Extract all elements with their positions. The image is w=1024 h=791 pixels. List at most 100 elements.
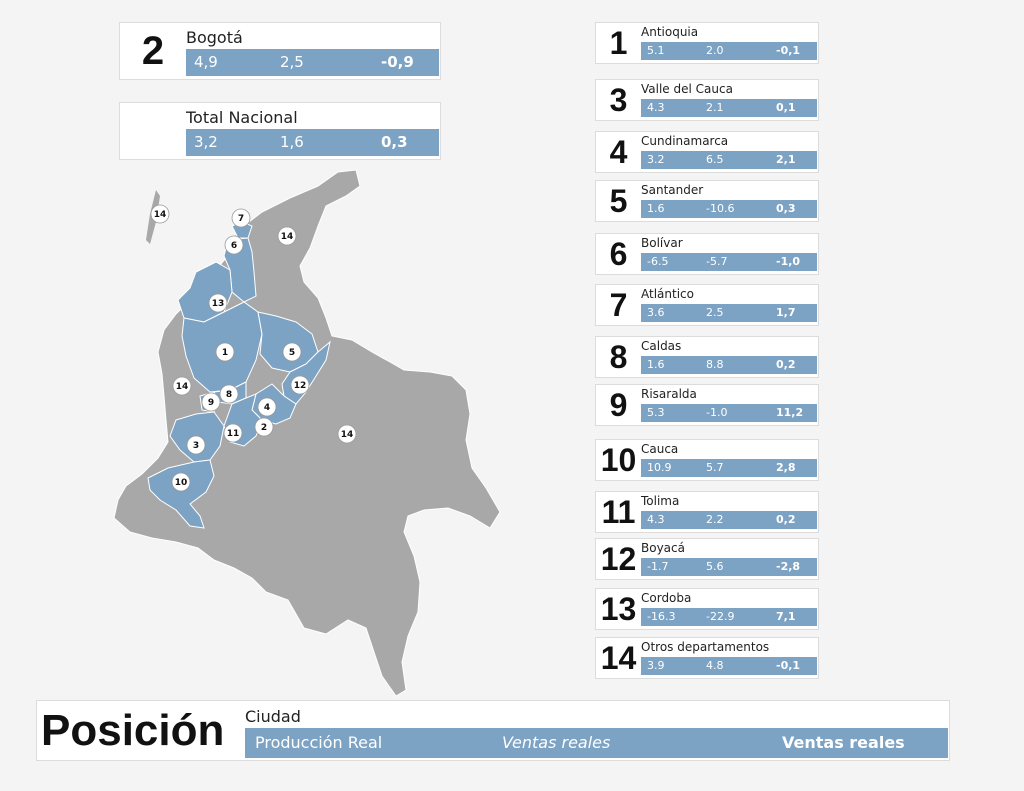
ventas-bold-value: -0,1 xyxy=(776,659,801,672)
map-marker-12: 12 xyxy=(290,375,310,395)
department-card: 5 Santander 1.6 -10.6 0,3 xyxy=(595,180,819,222)
ventas-value: 5.6 xyxy=(706,560,724,573)
produccion-value: 3.9 xyxy=(647,659,665,672)
ventas-bold-value: 0,3 xyxy=(776,202,796,215)
value-bar: 5.1 2.0 -0,1 xyxy=(641,42,817,60)
featured-card-total: Total Nacional 3,2 1,6 0,3 xyxy=(119,102,441,160)
produccion-value: 1.6 xyxy=(647,202,665,215)
value-bar: 1.6 -10.6 0,3 xyxy=(641,200,817,218)
svg-text:9: 9 xyxy=(208,398,214,408)
ventas-value: 2.1 xyxy=(706,101,724,114)
svg-text:10: 10 xyxy=(175,478,188,488)
map-marker-14-north: 14 xyxy=(277,226,297,246)
ventas-value: 2.5 xyxy=(706,306,724,319)
produccion-value: -6.5 xyxy=(647,255,669,268)
value-bar: -1.7 5.6 -2,8 xyxy=(641,558,817,576)
ventas-bold-value: -2,8 xyxy=(776,560,801,573)
department-card: 14 Otros departamentos 3.9 4.8 -0,1 xyxy=(595,637,819,679)
ventas-bold-value: 0,2 xyxy=(776,513,796,526)
department-name: Tolima xyxy=(641,494,680,508)
value-bar: -6.5 -5.7 -1,0 xyxy=(641,253,817,271)
map-marker-6: 6 xyxy=(224,235,244,255)
department-name: Caldas xyxy=(641,339,682,353)
department-card: 12 Boyacá -1.7 5.6 -2,8 xyxy=(595,538,819,580)
city-name: Total Nacional xyxy=(186,108,298,127)
svg-text:7: 7 xyxy=(238,214,244,224)
rank-number: 12 xyxy=(600,540,637,577)
svg-text:13: 13 xyxy=(212,299,225,309)
value-bar: 4.3 2.2 0,2 xyxy=(641,511,817,529)
rank-number: 1 xyxy=(609,24,628,61)
map-marker-2: 2 xyxy=(254,417,274,437)
ventas-bold-value: 7,1 xyxy=(776,610,796,623)
produccion-value: 4.3 xyxy=(647,513,665,526)
map-marker-14-east: 14 xyxy=(337,424,357,444)
featured-card-bogota: 2 Bogotá 4,9 2,5 -0,9 xyxy=(119,22,441,80)
rank-number: 14 xyxy=(600,639,637,676)
colombia-map: 1 2 3 4 5 6 7 8 9 10 11 12 13 14 14 14 1… xyxy=(113,169,501,697)
legend-name-label: Ciudad xyxy=(245,707,301,726)
legend-ventas-bold-label: Ventas reales xyxy=(782,733,905,752)
produccion-value: 4.3 xyxy=(647,101,665,114)
department-name: Bolívar xyxy=(641,236,683,250)
ventas-value: -22.9 xyxy=(706,610,735,623)
rank-number: 13 xyxy=(600,590,637,627)
value-bar: 3,2 1,6 0,3 xyxy=(186,129,439,156)
produccion-value: 4,9 xyxy=(194,53,218,71)
svg-text:5: 5 xyxy=(289,348,295,358)
rank-number: 10 xyxy=(600,441,637,478)
svg-text:2: 2 xyxy=(261,423,267,433)
department-name: Risaralda xyxy=(641,387,697,401)
value-bar: 10.9 5.7 2,8 xyxy=(641,459,817,477)
map-marker-8: 8 xyxy=(219,384,239,404)
department-name: Valle del Cauca xyxy=(641,82,733,96)
ventas-value: 1,6 xyxy=(280,133,304,151)
map-marker-5: 5 xyxy=(282,342,302,362)
ventas-bold-value: 1,7 xyxy=(776,306,796,319)
svg-text:4: 4 xyxy=(264,403,270,413)
svg-text:14: 14 xyxy=(281,232,294,242)
value-bar: 1.6 8.8 0,2 xyxy=(641,356,817,374)
map-marker-7: 7 xyxy=(231,208,251,228)
department-card: 9 Risaralda 5.3 -1.0 11,2 xyxy=(595,384,819,426)
produccion-value: 3.2 xyxy=(647,153,665,166)
svg-text:6: 6 xyxy=(231,241,237,251)
produccion-value: 3.6 xyxy=(647,306,665,319)
value-bar: 5.3 -1.0 11,2 xyxy=(641,404,817,422)
department-card: 7 Atlántico 3.6 2.5 1,7 xyxy=(595,284,819,326)
rank-number: 4 xyxy=(609,133,628,170)
department-name: Antioquia xyxy=(641,25,699,39)
ventas-bold-value: 0,3 xyxy=(381,133,408,151)
rank-number: 5 xyxy=(609,182,628,219)
department-name: Atlántico xyxy=(641,287,694,301)
legend-box: Posición Ciudad Producción Real Ventas r… xyxy=(36,700,950,761)
produccion-value: 1.6 xyxy=(647,358,665,371)
produccion-value: 10.9 xyxy=(647,461,672,474)
rank-number: 7 xyxy=(609,286,628,323)
produccion-value: 5.1 xyxy=(647,44,665,57)
legend-bar: Producción Real Ventas reales Ventas rea… xyxy=(245,728,948,758)
department-name: Cundinamarca xyxy=(641,134,729,148)
ventas-bold-value: -0,1 xyxy=(776,44,801,57)
ventas-value: 2,5 xyxy=(280,53,304,71)
map-marker-9: 9 xyxy=(201,392,221,412)
ventas-value: -1.0 xyxy=(706,406,728,419)
value-bar: 3.9 4.8 -0,1 xyxy=(641,657,817,675)
map-marker-13: 13 xyxy=(208,293,228,313)
map-marker-4: 4 xyxy=(257,397,277,417)
ventas-bold-value: 11,2 xyxy=(776,406,804,419)
svg-text:1: 1 xyxy=(222,348,228,358)
ventas-value: 2.0 xyxy=(706,44,724,57)
ventas-value: 4.8 xyxy=(706,659,724,672)
ventas-value: 5.7 xyxy=(706,461,724,474)
department-card: 8 Caldas 1.6 8.8 0,2 xyxy=(595,336,819,378)
ventas-value: 8.8 xyxy=(706,358,724,371)
department-card: 4 Cundinamarca 3.2 6.5 2,1 xyxy=(595,131,819,173)
legend-ventas-italic-label: Ventas reales xyxy=(502,733,611,752)
department-card: 3 Valle del Cauca 4.3 2.1 0,1 xyxy=(595,79,819,121)
ventas-value: 6.5 xyxy=(706,153,724,166)
produccion-value: -1.7 xyxy=(647,560,669,573)
svg-text:3: 3 xyxy=(193,441,199,451)
department-name: Cordoba xyxy=(641,591,692,605)
department-card: 11 Tolima 4.3 2.2 0,2 xyxy=(595,491,819,533)
